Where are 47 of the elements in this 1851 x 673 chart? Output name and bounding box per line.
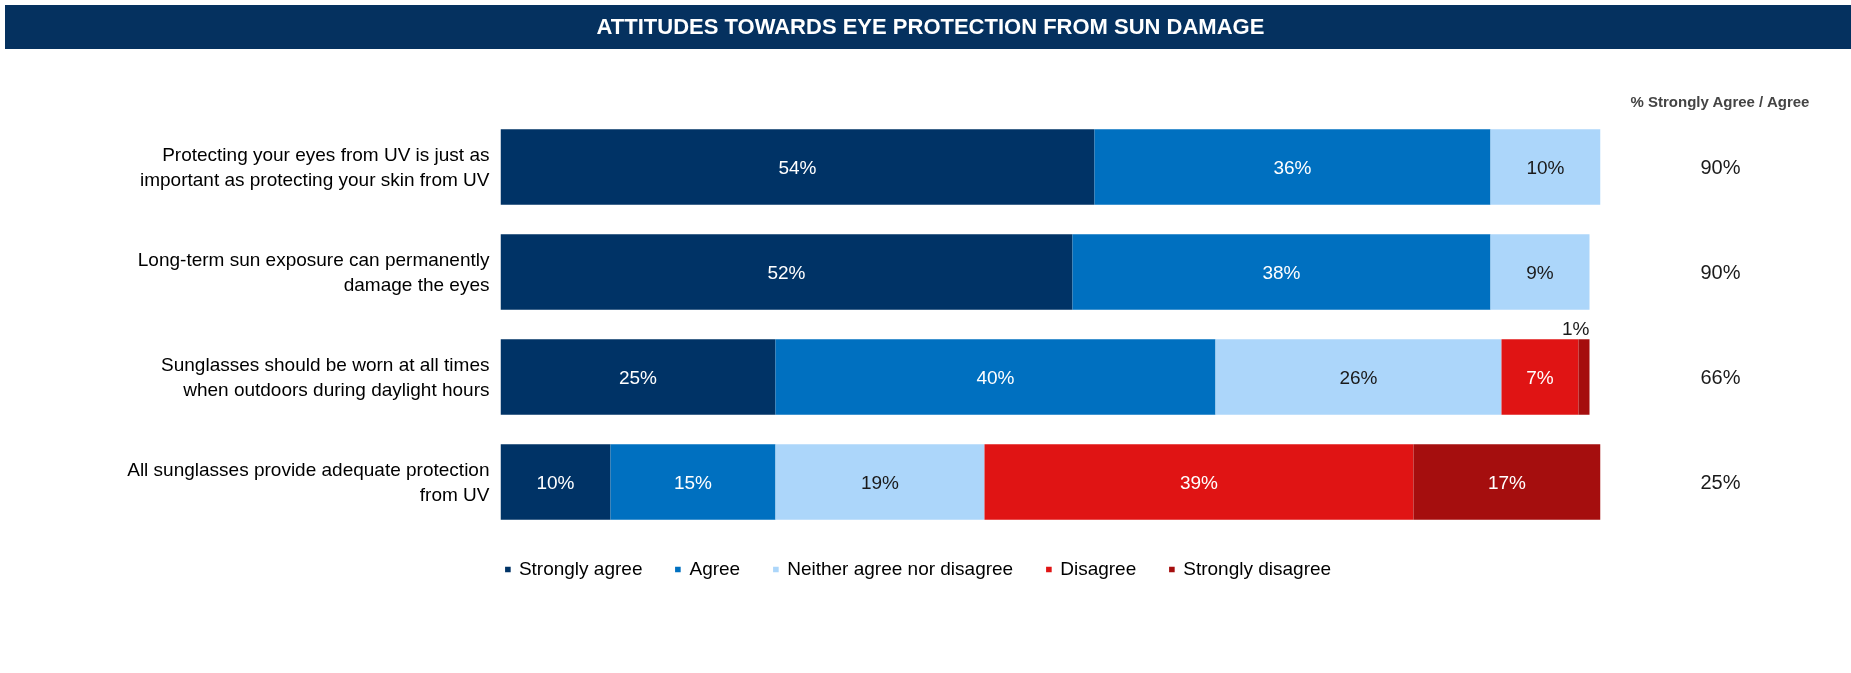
chart-title: ATTITUDES TOWARDS EYE PROTECTION FROM SUN DAMAGE bbox=[596, 13, 1265, 41]
bar bbox=[500, 339, 776, 415]
bar bbox=[1578, 339, 1590, 415]
data-label: 10% bbox=[1526, 156, 1565, 178]
data-label: 52% bbox=[767, 261, 806, 283]
bar bbox=[1072, 234, 1491, 310]
bar bbox=[500, 234, 1073, 310]
bar bbox=[1094, 129, 1491, 205]
legend-label: Disagree bbox=[1060, 558, 1137, 580]
data-label: 19% bbox=[860, 471, 900, 493]
y-tick-label: Protecting your eyes from UV is just as important as protecting your skin from UV bbox=[139, 143, 490, 191]
bar bbox=[984, 444, 1414, 520]
bar bbox=[610, 444, 776, 520]
data-label: 40% bbox=[976, 366, 1015, 388]
data-label: 15% bbox=[673, 471, 713, 493]
bar bbox=[500, 129, 1095, 205]
bar bbox=[500, 444, 611, 520]
text: 25% bbox=[1700, 471, 1741, 493]
bar bbox=[1490, 129, 1601, 205]
data-label: 39% bbox=[1179, 471, 1219, 493]
bar bbox=[1501, 339, 1579, 415]
legend-label: Strongly disagree bbox=[1183, 558, 1332, 580]
text: 66% bbox=[1700, 366, 1741, 388]
data-label: 38% bbox=[1262, 261, 1301, 283]
data-label: 1% bbox=[1562, 318, 1590, 340]
data-label: 25% bbox=[618, 366, 658, 388]
bar bbox=[1215, 339, 1502, 415]
legend-label: Agree bbox=[689, 558, 741, 580]
text: % Strongly Agree / Agree bbox=[1630, 92, 1810, 110]
legend-label: Strongly agree bbox=[518, 558, 643, 580]
data-label: 26% bbox=[1339, 366, 1378, 388]
data-label: 17% bbox=[1487, 471, 1527, 493]
bar bbox=[1490, 234, 1590, 310]
y-tick-label: All sunglasses provide adequate protection from UV bbox=[127, 458, 490, 506]
text: 90% bbox=[1700, 261, 1741, 283]
y-tick-label: Long-term sun exposure can permanently damage the eyes bbox=[137, 248, 490, 296]
text: 90% bbox=[1700, 156, 1741, 178]
data-label: 7% bbox=[1526, 366, 1554, 388]
bar bbox=[775, 444, 985, 520]
legend-label: Neither agree nor disagree bbox=[787, 558, 1014, 580]
data-label: 54% bbox=[778, 156, 817, 178]
y-tick-label: Sunglasses should be worn at all times when outdoors during daylight hours bbox=[161, 353, 490, 401]
bar bbox=[775, 339, 1216, 415]
data-label: 9% bbox=[1526, 261, 1554, 283]
data-label: 36% bbox=[1273, 156, 1312, 178]
bar bbox=[1413, 444, 1601, 520]
data-label: 10% bbox=[536, 471, 575, 493]
